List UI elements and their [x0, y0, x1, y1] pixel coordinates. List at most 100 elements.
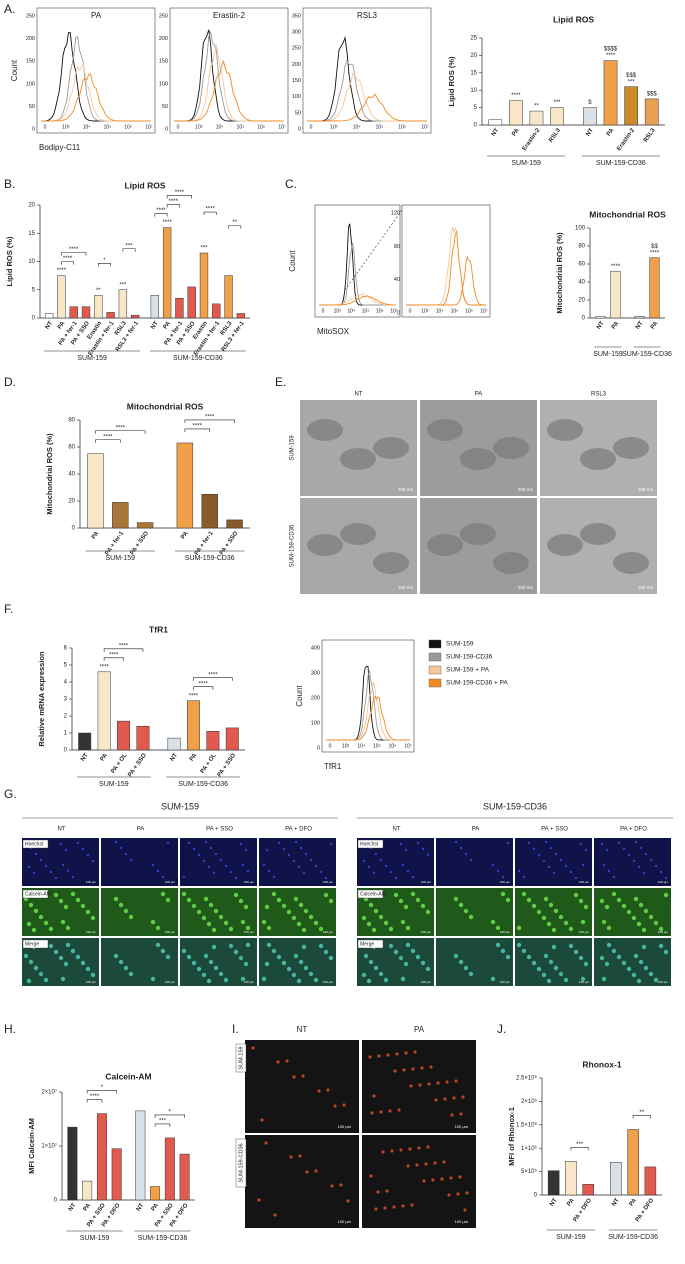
- cell: [264, 961, 270, 967]
- cell: [642, 871, 646, 875]
- significance: ****: [57, 268, 67, 274]
- cell: [328, 955, 334, 961]
- significance: $$$: [626, 73, 637, 79]
- cell: [76, 841, 80, 845]
- x-tick-label: NT: [68, 1202, 78, 1212]
- flow-frame: [321, 639, 415, 753]
- scale-bar-label: 100 µm: [165, 930, 176, 934]
- cell: [580, 976, 586, 982]
- scale-bar-label: 100 µm: [658, 880, 669, 884]
- cell: [119, 846, 123, 850]
- x-tick-label: NT: [80, 752, 90, 762]
- signal: [397, 1108, 401, 1112]
- cell: [118, 959, 124, 965]
- significance: ***: [628, 79, 636, 85]
- cell: [53, 892, 59, 898]
- y-tick-label: 0: [32, 316, 36, 322]
- scale-bar-label: 100 µm: [323, 880, 334, 884]
- column-label: PA + DFO: [620, 827, 647, 833]
- cell: [86, 853, 90, 857]
- cell: [378, 914, 384, 920]
- x-tick-label: PA + DFO: [573, 1197, 594, 1223]
- x-tick-label: NT: [45, 320, 55, 330]
- cell: [554, 852, 558, 856]
- flow-xlabel: Bodipy-C11: [39, 143, 81, 152]
- cell: [34, 852, 38, 856]
- signal: [450, 1113, 454, 1117]
- cell: [64, 848, 68, 852]
- x-tick-label: NT: [596, 320, 606, 330]
- bar: [167, 737, 181, 751]
- cell: [48, 943, 54, 949]
- signal: [395, 1052, 399, 1056]
- cell: [568, 926, 574, 932]
- flow-xtick: 0: [44, 124, 47, 130]
- cell: [192, 847, 196, 851]
- flow-curve: [307, 36, 427, 122]
- group-label: SUM-159-CD36: [608, 1234, 658, 1241]
- bracket-label: **: [232, 220, 237, 226]
- cell: [411, 875, 415, 879]
- cell: [659, 870, 663, 874]
- x-tick-label: PA + SSO: [217, 752, 238, 778]
- bar: [150, 1186, 161, 1201]
- bracket-label: ****: [169, 199, 179, 205]
- flow-ytick: 200: [159, 36, 168, 42]
- cell: [265, 848, 269, 852]
- signal: [305, 1170, 309, 1174]
- flow-xtick: 10⁵: [376, 124, 384, 130]
- y-tick-label: 1: [64, 731, 68, 737]
- cell: [128, 971, 134, 977]
- cell: [128, 914, 134, 920]
- flow-ytick: 400: [311, 645, 320, 651]
- bracket-label: ***: [126, 243, 134, 249]
- bracket: [184, 428, 211, 432]
- organelle: [613, 437, 649, 459]
- cell: [551, 927, 557, 933]
- bar: [57, 275, 66, 319]
- x-tick-label: Erastin-2: [616, 127, 636, 152]
- cell: [214, 852, 218, 856]
- cell: [548, 902, 554, 908]
- cell: [113, 896, 119, 902]
- cell: [234, 876, 238, 880]
- organelle: [580, 448, 616, 470]
- signal: [376, 1190, 380, 1194]
- em-row-label: SUM-159: [290, 435, 296, 461]
- signal: [402, 1068, 406, 1072]
- cell: [405, 942, 411, 948]
- bar: [509, 100, 523, 126]
- bar: [595, 315, 606, 319]
- flow-ytick: 0: [397, 310, 400, 316]
- signal: [442, 1160, 446, 1164]
- fluorescence-image: [362, 1040, 476, 1133]
- x-tick-label: PA: [650, 320, 660, 330]
- y-axis-label: Lipid ROS (%): [447, 56, 456, 106]
- significance: $$$$: [604, 47, 618, 53]
- flow-ytick: 250: [292, 46, 301, 52]
- cell: [383, 977, 389, 983]
- cell: [631, 915, 637, 921]
- cell: [633, 896, 639, 902]
- cell: [363, 953, 369, 959]
- legend-swatch: [428, 678, 442, 688]
- cell: [583, 961, 589, 967]
- x-tick-label: PA + SSO: [127, 752, 148, 778]
- cell: [633, 953, 639, 959]
- cell: [240, 976, 246, 982]
- signal: [260, 1118, 264, 1122]
- cell: [553, 908, 559, 914]
- bar: [644, 1166, 657, 1196]
- signal: [411, 1067, 415, 1071]
- signal: [452, 1096, 456, 1100]
- cell: [266, 942, 272, 948]
- cell: [366, 921, 372, 927]
- cell: [578, 955, 584, 961]
- cell: [43, 920, 49, 926]
- y-tick-label: 10: [470, 88, 477, 94]
- row-label: Calcein-AM: [360, 891, 386, 897]
- cell: [425, 909, 431, 915]
- x-tick-label: RSL3: [548, 127, 562, 144]
- cell: [546, 921, 552, 927]
- cell: [527, 841, 531, 845]
